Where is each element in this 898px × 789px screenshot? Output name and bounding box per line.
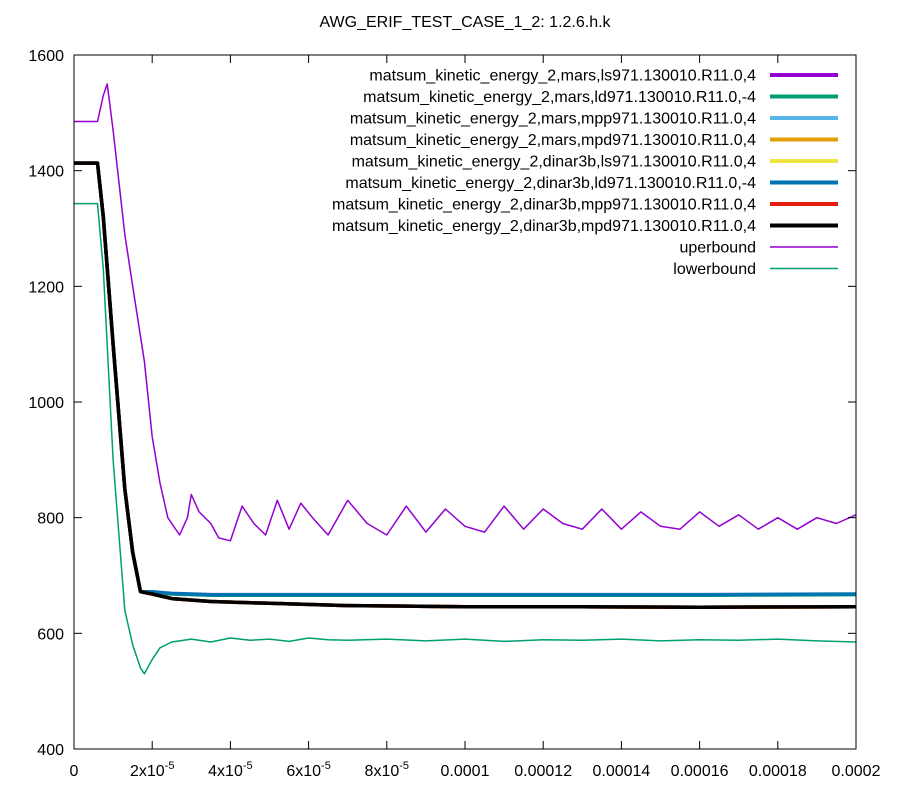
series-line-7 — [74, 161, 857, 610]
y-tick-label: 1000 — [28, 395, 64, 412]
x-tick-label: 0.00016 — [671, 763, 729, 780]
legend-label-2: matsum_kinetic_energy_2,mars,mpp971.1300… — [350, 111, 756, 128]
legend-label-5: matsum_kinetic_energy_2,dinar3b,ld971.13… — [345, 175, 756, 192]
x-tick-label: 0.0001 — [441, 763, 490, 780]
legend-label-8: uperbound — [679, 240, 756, 257]
series-line-8 — [74, 83, 857, 542]
x-tick-label: 6x10-5 — [286, 760, 330, 780]
legend-label-4: matsum_kinetic_energy_2,dinar3b,ls971.13… — [352, 154, 757, 171]
series-layer — [74, 83, 857, 675]
x-tick-label: 0.00012 — [514, 763, 572, 780]
legend-label-7: matsum_kinetic_energy_2,dinar3b,mpd971.1… — [332, 218, 756, 235]
legend-label-6: matsum_kinetic_energy_2,dinar3b,mpp971.1… — [332, 197, 756, 214]
series-line-9 — [74, 202, 857, 675]
legend-label-0: matsum_kinetic_energy_2,mars,ls971.13001… — [369, 68, 756, 85]
y-tick-label: 800 — [37, 511, 64, 528]
y-tick-label: 400 — [37, 742, 64, 759]
y-tick-label: 1600 — [28, 48, 64, 65]
y-tick-label: 1400 — [28, 164, 64, 181]
x-tick-label: 2x10-5 — [130, 760, 174, 780]
legend-label-1: matsum_kinetic_energy_2,mars,ld971.13001… — [363, 89, 756, 106]
y-tick-label: 1200 — [28, 279, 64, 296]
x-tick-label: 0.0002 — [832, 763, 881, 780]
x-tick-label: 0.00014 — [592, 763, 650, 780]
y-tick-label: 600 — [37, 626, 64, 643]
chart-title: AWG_ERIF_TEST_CASE_1_2: 1.2.6.h.k — [319, 14, 611, 31]
ticks-layer: 400 600 800 1000 1200 1400 1600 0 2x10-5 4x10-5 6x… — [28, 48, 880, 780]
x-tick-label: 0 — [70, 763, 79, 780]
x-tick-label: 0.00018 — [749, 763, 807, 780]
legend-label-9: lowerbound — [673, 261, 756, 278]
x-tick-label: 4x10-5 — [208, 760, 252, 780]
legend: matsum_kinetic_energy_2,mars,ls971.13001… — [332, 68, 838, 278]
x-tick-label: 8x10-5 — [365, 760, 409, 780]
legend-label-3: matsum_kinetic_energy_2,mars,mpd971.1300… — [350, 132, 756, 149]
